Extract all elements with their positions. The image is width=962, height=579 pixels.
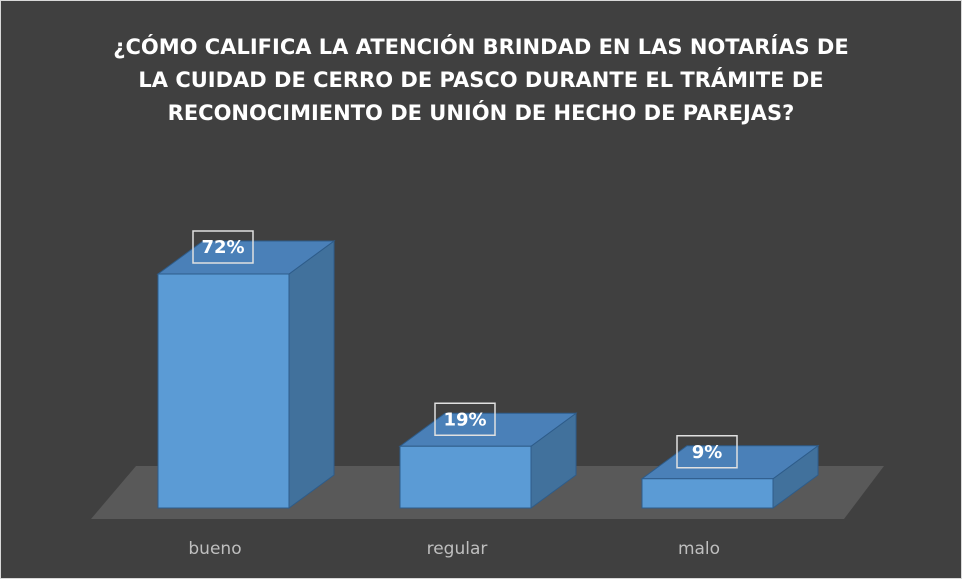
bar-side: [288, 240, 335, 509]
data-label-box: [192, 230, 254, 264]
chart-title: ¿CÓMO CALIFICA LA ATENCIÓN BRINDAD EN LA…: [113, 35, 849, 125]
x-tick-label: malo: [678, 539, 720, 559]
bar: [157, 273, 290, 509]
data-label: 9%: [692, 442, 723, 463]
bar: [399, 445, 532, 509]
data-label: 72%: [201, 237, 244, 258]
x-tick-label: regular: [427, 539, 488, 559]
x-tick-label: bueno: [188, 539, 241, 559]
data-label-box: [434, 402, 496, 436]
data-label: 19%: [443, 409, 486, 430]
data-label-box: [676, 435, 738, 469]
bar: [641, 478, 774, 509]
